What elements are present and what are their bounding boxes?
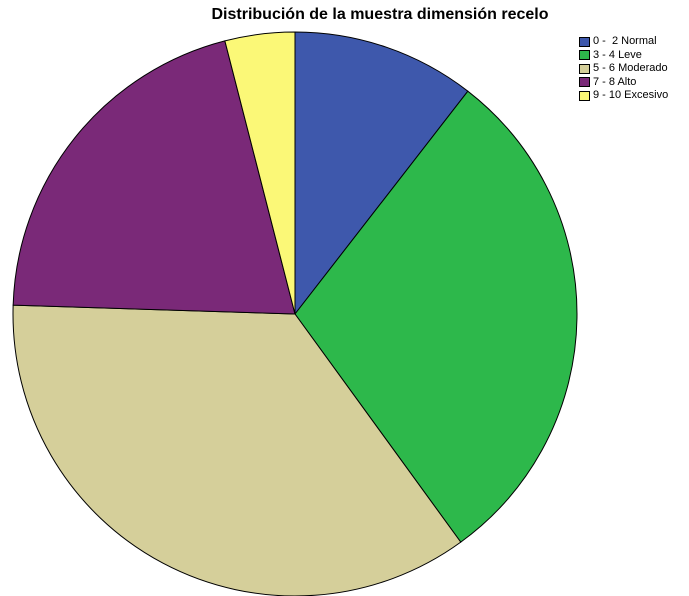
legend-swatch-alto bbox=[579, 77, 590, 87]
legend-swatch-leve bbox=[579, 50, 590, 60]
legend-label-leve: 3 - 4 Leve bbox=[593, 48, 642, 61]
legend: 0 - 2 Normal 3 - 4 Leve 5 - 6 Moderado 7… bbox=[579, 35, 668, 103]
pie-slice-excesivo bbox=[224, 31, 296, 315]
legend-swatch-moderado bbox=[579, 63, 590, 74]
legend-item-excesivo: 9 - 10 Excesivo bbox=[579, 89, 668, 102]
pie-slices bbox=[12, 31, 578, 596]
legend-item-leve: 3 - 4 Leve bbox=[579, 49, 668, 62]
pie-slice-leve bbox=[294, 90, 578, 543]
legend-item-normal: 0 - 2 Normal bbox=[579, 35, 668, 48]
legend-swatch-excesivo bbox=[579, 90, 590, 101]
pie-slice-moderado bbox=[12, 304, 462, 596]
pie-slice-normal bbox=[294, 31, 469, 316]
legend-label-moderado: 5 - 6 Moderado bbox=[593, 62, 668, 74]
legend-label-excesivo: 9 - 10 Excesivo bbox=[593, 89, 669, 101]
chart-title: Distribución de la muestra dimensión rec… bbox=[211, 6, 549, 23]
legend-label-alto: 7 - 8 Alto bbox=[593, 75, 637, 88]
legend-item-moderado: 5 - 6 Moderado bbox=[579, 62, 668, 75]
legend-item-alto: 7 - 8 Alto bbox=[579, 76, 668, 89]
pie-slice-alto bbox=[12, 40, 296, 315]
legend-label-normal: 0 - 2 Normal bbox=[593, 35, 657, 47]
legend-swatch-normal bbox=[579, 36, 590, 47]
